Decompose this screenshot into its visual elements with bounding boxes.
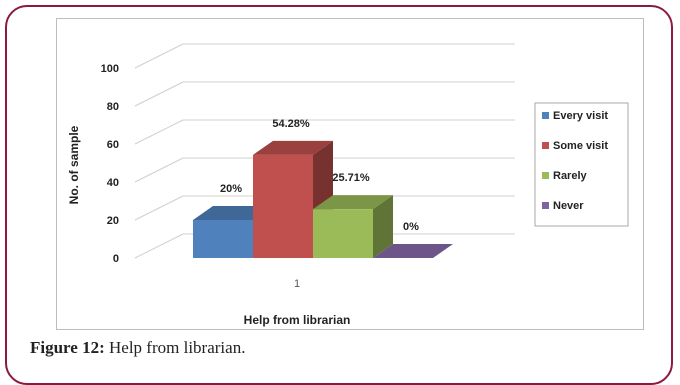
- caption-text: Help from librarian.: [104, 338, 246, 357]
- figure-caption: Figure 12: Help from librarian.: [30, 338, 245, 358]
- legend-label: Every visit: [553, 110, 608, 122]
- bar-never: [373, 244, 453, 258]
- legend-label: Never: [553, 200, 584, 212]
- gridline-diagonal: [134, 81, 184, 107]
- data-label: 20%: [220, 183, 242, 195]
- legend-swatch: [542, 172, 549, 179]
- bar-top: [253, 140, 333, 155]
- legend-swatch: [542, 112, 549, 119]
- bar-front: [253, 154, 313, 258]
- gridline-diagonal: [134, 43, 184, 69]
- bar-side: [373, 195, 393, 258]
- legend-item: Never: [542, 200, 584, 212]
- y-axis-ticks: 0 20 40 60 80 100: [101, 63, 119, 265]
- data-label: 25.71%: [332, 172, 370, 184]
- bar-series: [193, 140, 453, 258]
- gridline-diagonal: [134, 233, 184, 259]
- bar-front: [193, 220, 253, 258]
- x-axis-label: Help from librarian: [244, 313, 351, 327]
- gridline-diagonal: [134, 157, 184, 183]
- bar-chart: 0 20 40 60 80 100 20% 54.28% 25.71% 0% No. of sa…: [67, 43, 629, 327]
- y-tick-label: 100: [101, 63, 119, 75]
- legend-swatch: [542, 202, 549, 209]
- caption-label: Figure 12:: [30, 338, 105, 357]
- legend-label: Rarely: [553, 170, 588, 182]
- y-tick-label: 80: [107, 101, 119, 113]
- legend-item: Rarely: [542, 170, 588, 182]
- chart-legend: Every visit Some visit Rarely Never: [534, 102, 629, 227]
- bar-rarely: [313, 195, 393, 258]
- y-tick-label: 60: [107, 139, 119, 151]
- legend-swatch: [542, 142, 549, 149]
- y-tick-label: 40: [107, 177, 119, 189]
- data-labels: 20% 54.28% 25.71% 0%: [220, 118, 419, 233]
- gridline-diagonal: [134, 119, 184, 145]
- data-label: 0%: [403, 221, 419, 233]
- legend-item: Some visit: [542, 140, 608, 152]
- legend-box: [534, 102, 629, 227]
- x-tick-label: 1: [294, 278, 300, 290]
- y-axis-label: No. of sample: [67, 125, 81, 204]
- gridline-diagonal: [134, 195, 184, 221]
- y-tick-label: 0: [113, 253, 119, 265]
- y-tick-label: 20: [107, 215, 119, 227]
- bar-top: [313, 195, 393, 210]
- chart-gridlines: [134, 43, 515, 259]
- bar-front: [313, 209, 373, 258]
- bar-flat: [373, 244, 453, 258]
- data-label: 54.28%: [272, 118, 310, 130]
- legend-label: Some visit: [553, 140, 608, 152]
- legend-item: Every visit: [542, 110, 608, 122]
